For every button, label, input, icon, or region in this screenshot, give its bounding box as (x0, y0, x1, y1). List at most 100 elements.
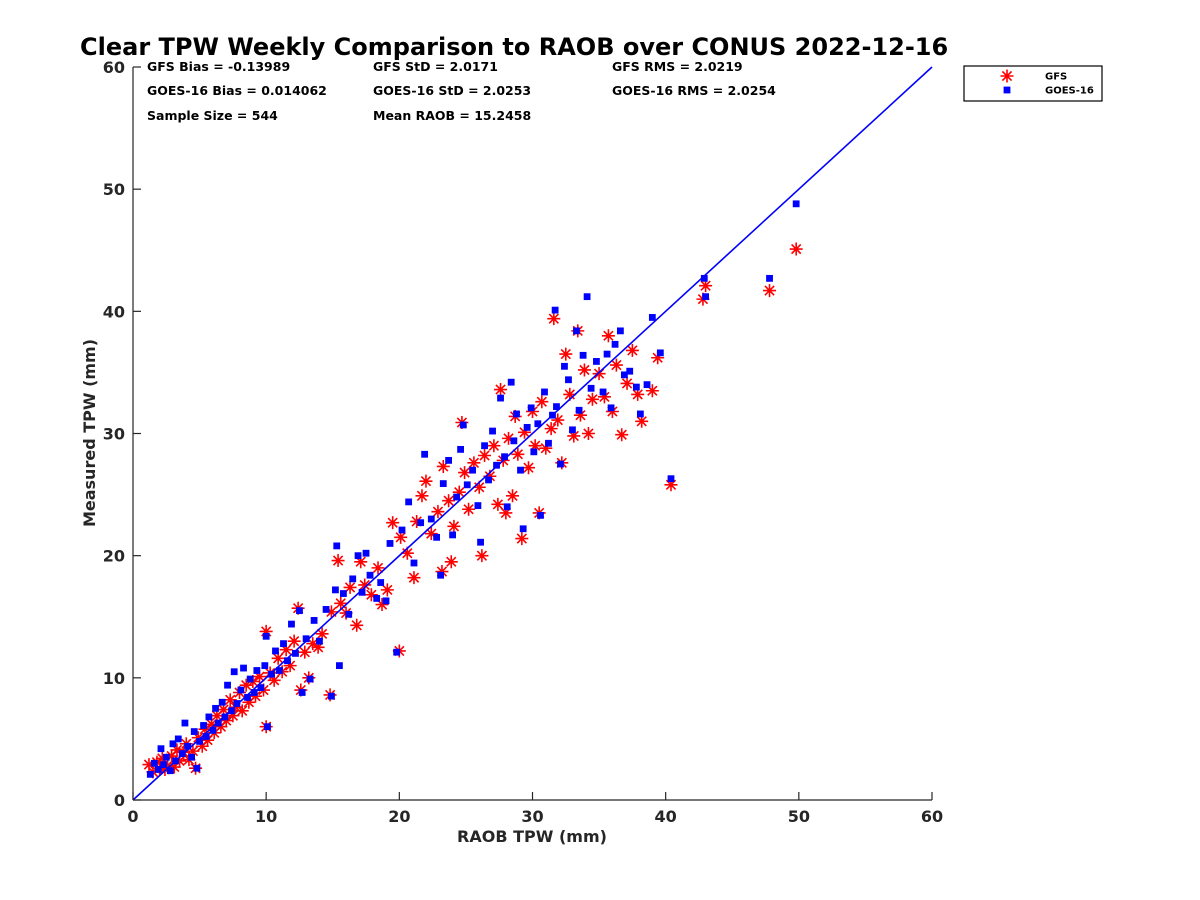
goes16-point (427, 515, 435, 523)
goes16-point (493, 461, 500, 469)
goes16-point (421, 450, 429, 458)
goes16-point (250, 689, 258, 696)
goes16-point (551, 306, 559, 314)
goes16-point (190, 728, 198, 735)
x-tick-label: 40 (655, 807, 677, 826)
goes16-point (557, 460, 564, 468)
x-tick-label: 0 (127, 807, 138, 826)
gfs-point (226, 709, 240, 723)
goes16-point (517, 466, 524, 474)
goes16-point (410, 559, 418, 567)
gfs-point (287, 634, 301, 648)
legend-label: GOES-16 (1045, 86, 1094, 97)
gfs-point (298, 645, 312, 659)
gfs-point (452, 485, 466, 499)
chart-title: Clear TPW Weekly Comparison to RAOB over… (80, 33, 948, 61)
gfs-point (223, 693, 237, 707)
goes16-point (507, 378, 515, 386)
gfs-point (343, 580, 357, 594)
goes16-point (261, 662, 269, 670)
goes16-point (237, 686, 245, 694)
goes16-point (541, 388, 548, 396)
goes16-point (632, 383, 640, 391)
stat-text: Mean RAOB = 15.2458 (373, 108, 531, 123)
gfs-point (283, 659, 297, 673)
gfs-point (511, 447, 525, 461)
gfs-point (789, 242, 803, 256)
gfs-point (539, 441, 553, 455)
goes16-point (565, 376, 572, 384)
goes16-point (607, 404, 615, 412)
gfs-point (191, 731, 205, 745)
gfs-point (559, 347, 573, 361)
goes16-point (169, 740, 177, 748)
gfs-point (494, 383, 508, 397)
gfs-point (518, 425, 532, 439)
gfs-point (763, 284, 777, 298)
goes16-point (264, 723, 271, 731)
stat-text: GFS Bias = -0.13989 (147, 59, 290, 74)
gfs-point (386, 516, 400, 530)
goes16-point (530, 448, 538, 456)
goes16-point (463, 481, 471, 489)
gfs-point (173, 754, 187, 768)
gfs-point (198, 722, 212, 736)
goes16-point (485, 476, 492, 484)
gfs-point (205, 717, 219, 731)
goes16-point (477, 538, 484, 546)
x-tick-label: 50 (788, 807, 810, 826)
gfs-point (436, 459, 450, 473)
gfs-point (358, 578, 372, 592)
goes16-point (620, 371, 628, 379)
x-tick-label: 30 (521, 807, 543, 826)
goes16-point (302, 635, 310, 643)
gfs-point (487, 439, 501, 453)
goes16-point (561, 362, 568, 370)
gfs-point (435, 565, 449, 579)
goes16-point (445, 456, 453, 464)
goes16-point (150, 759, 158, 767)
goes16-point (306, 675, 314, 683)
axes: 0 10 20 30 40 50 60 0 10 20 30 40 50 60 (103, 58, 943, 826)
y-tick-label: 40 (103, 302, 125, 321)
goes16-point (349, 575, 357, 583)
goes16-point (230, 668, 238, 676)
goes16-point (358, 588, 366, 596)
gfs-point (664, 478, 678, 492)
goes16-point (599, 388, 607, 396)
goes16-point (212, 704, 219, 712)
goes16-point (405, 498, 413, 506)
gfs-point (350, 618, 364, 632)
gfs-point (499, 506, 513, 520)
gfs-point (577, 363, 591, 377)
gfs-point (306, 637, 320, 651)
goes16-point (587, 384, 595, 392)
legend: GFS GOES-16 (963, 65, 1103, 102)
goes16-point (221, 713, 229, 721)
goes16-point (457, 445, 464, 453)
gfs-point (242, 695, 256, 709)
gfs-point (651, 351, 665, 365)
gfs-point (620, 376, 634, 390)
gfs-point (605, 405, 619, 419)
gfs-point (155, 751, 169, 765)
gfs-point (699, 279, 713, 293)
gfs-point (267, 673, 281, 687)
gfs-point (364, 588, 378, 602)
goes16-point (193, 764, 201, 772)
goes16-point (510, 437, 518, 445)
goes16-point (377, 579, 385, 586)
goes16-point (501, 453, 508, 461)
goes16-point (154, 766, 162, 773)
series-gfs (142, 242, 803, 779)
goes16-point (224, 681, 231, 689)
goes16-point (366, 571, 374, 579)
gfs-point (214, 720, 228, 734)
goes16-point (228, 707, 235, 715)
gfs-point (279, 643, 293, 657)
gfs-point (462, 502, 476, 516)
gfs-point (491, 497, 505, 511)
goes16-point (298, 689, 306, 696)
goes16-point (766, 274, 773, 282)
